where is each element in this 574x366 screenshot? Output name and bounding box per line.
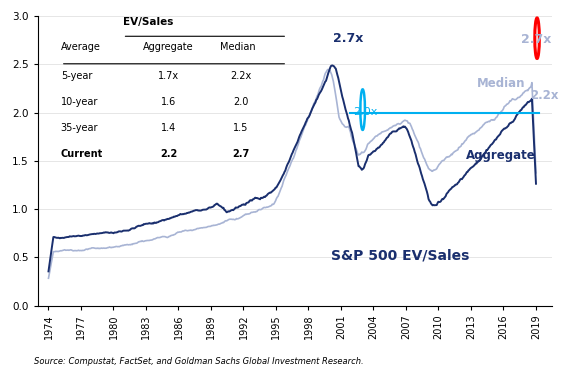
Text: 5-year: 5-year [61, 71, 92, 81]
Text: 1.5: 1.5 [233, 123, 249, 133]
Text: EV/Sales: EV/Sales [123, 18, 173, 27]
Text: Aggregate: Aggregate [143, 42, 194, 52]
Text: Average: Average [61, 42, 100, 52]
Text: 1.7x: 1.7x [158, 71, 180, 81]
Text: S&P 500 EV/Sales: S&P 500 EV/Sales [331, 249, 470, 262]
Text: 2.2: 2.2 [160, 149, 177, 159]
Text: Aggregate: Aggregate [466, 149, 536, 162]
Text: 2.0: 2.0 [233, 97, 249, 107]
Text: 1.4: 1.4 [161, 123, 176, 133]
Text: 2.0x: 2.0x [352, 107, 377, 116]
Text: 2.7x: 2.7x [333, 32, 364, 45]
Text: 1.6: 1.6 [161, 97, 176, 107]
Text: Median: Median [220, 42, 256, 52]
Text: 2.2x: 2.2x [530, 89, 559, 102]
Text: 35-year: 35-year [61, 123, 98, 133]
Text: 2.7x: 2.7x [521, 33, 552, 46]
Text: Median: Median [476, 78, 525, 90]
Text: 2.7: 2.7 [232, 149, 250, 159]
Text: 10-year: 10-year [61, 97, 98, 107]
Text: Current: Current [61, 149, 103, 159]
Text: Source: Compustat, FactSet, and Goldman Sachs Global Investment Research.: Source: Compustat, FactSet, and Goldman … [34, 357, 364, 366]
Text: 2.2x: 2.2x [230, 71, 251, 81]
